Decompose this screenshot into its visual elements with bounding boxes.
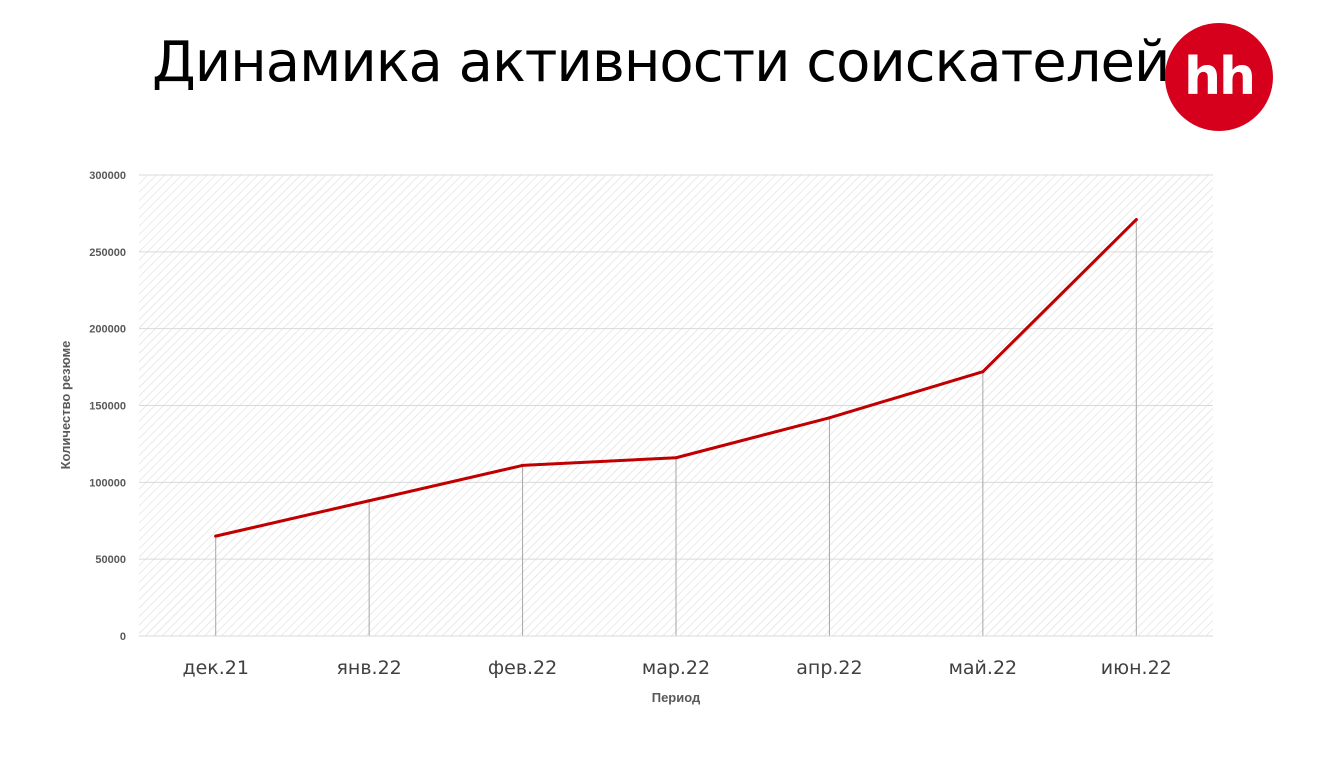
y-tick-label: 50000 xyxy=(95,554,126,566)
y-tick-label: 150000 xyxy=(89,401,126,413)
x-axis: дек.21 янв.22 фев.22 мар.22 апр.22 май.22 июн.… xyxy=(182,657,1171,679)
data-point xyxy=(827,416,831,420)
y-axis-title: Количество резюме xyxy=(58,341,73,470)
data-point xyxy=(367,499,371,503)
x-axis-title: Период xyxy=(652,690,701,705)
x-tick-label: фев.22 xyxy=(488,657,557,679)
data-point xyxy=(981,370,985,374)
y-axis: 0 50000 100000 150000 200000 250000 300000 xyxy=(89,170,126,643)
page-title: Динамика активности соискателей xyxy=(152,30,1170,95)
x-tick-label: дек.21 xyxy=(182,657,249,679)
x-tick-label: май.22 xyxy=(949,657,1018,679)
hh-logo: hh xyxy=(1165,23,1273,131)
y-tick-label: 250000 xyxy=(89,247,126,259)
x-tick-label: июн.22 xyxy=(1101,657,1172,679)
data-point xyxy=(1134,218,1138,222)
x-tick-label: мар.22 xyxy=(642,657,710,679)
y-tick-label: 0 xyxy=(120,631,126,643)
data-point xyxy=(214,534,218,538)
data-point xyxy=(521,463,525,467)
y-tick-label: 300000 xyxy=(89,170,126,182)
y-tick-label: 100000 xyxy=(89,477,126,489)
drop-lines xyxy=(215,219,1137,636)
x-tick-label: апр.22 xyxy=(796,657,862,679)
series-line-group xyxy=(214,218,1138,538)
x-tick-label: янв.22 xyxy=(337,657,402,679)
y-tick-label: 200000 xyxy=(89,324,126,336)
data-point xyxy=(674,456,678,460)
